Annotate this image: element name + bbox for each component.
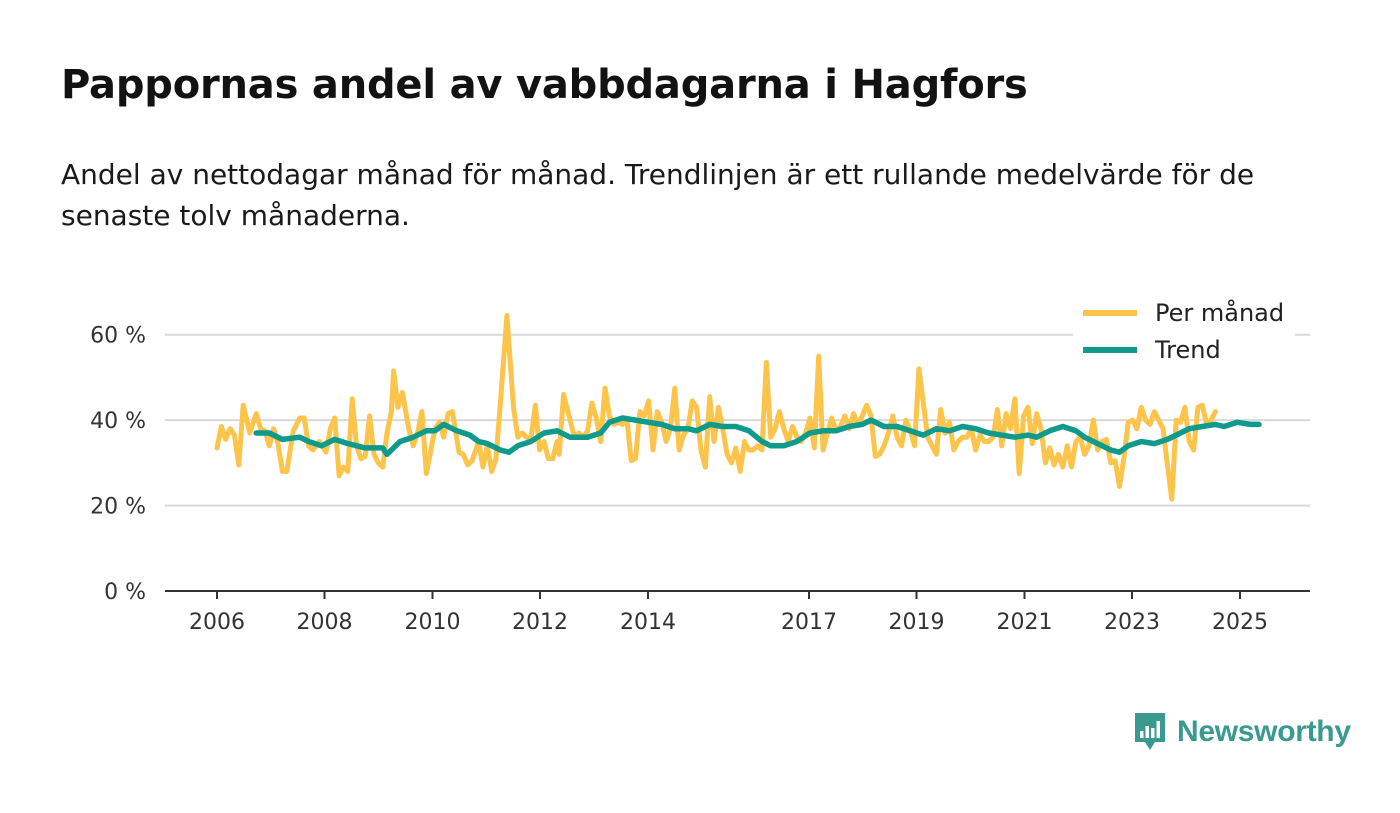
y-tick-label: 20 %: [90, 495, 146, 520]
y-tick-label: 60 %: [90, 324, 146, 349]
legend-label: Per månad: [1155, 298, 1284, 327]
legend-label: Trend: [1154, 336, 1221, 364]
brand-name: Newsworthy: [1177, 715, 1351, 748]
x-axis-ticks: 2006 2008 2010 2012 2014 2017 2019 2021 2023 2025: [189, 591, 1268, 635]
legend: Per månad Trend: [1073, 296, 1295, 372]
x-tick-label: 2014: [620, 610, 676, 635]
newsworthy-logo-icon: [1135, 713, 1165, 750]
y-axis-ticks: 0 % 20 % 40 % 60 %: [90, 324, 146, 605]
x-tick-label: 2017: [781, 610, 837, 635]
legend-background: [1073, 296, 1295, 372]
x-tick-label: 2023: [1104, 610, 1160, 635]
series-group: [214, 313, 1262, 502]
x-tick-label: 2019: [889, 610, 945, 635]
x-tick-label: 2010: [405, 610, 461, 635]
x-tick-label: 2025: [1212, 610, 1268, 635]
x-tick-label: 2021: [997, 610, 1053, 635]
chart-subtitle: Andel av nettodagar månad för månad. Tre…: [61, 158, 1255, 232]
series-line-trend: [253, 415, 1262, 458]
newsworthy-brand: Newsworthy: [1133, 712, 1351, 752]
y-tick-label: 40 %: [90, 409, 146, 434]
x-tick-label: 2012: [512, 610, 568, 635]
chart-title: Pappornas andel av vabbdagarna i Hagfors: [61, 62, 1028, 108]
y-tick-label: 0 %: [104, 580, 146, 605]
x-tick-label: 2008: [297, 610, 353, 635]
series-line-per-manad: [214, 313, 1218, 502]
x-tick-label: 2006: [189, 610, 245, 635]
